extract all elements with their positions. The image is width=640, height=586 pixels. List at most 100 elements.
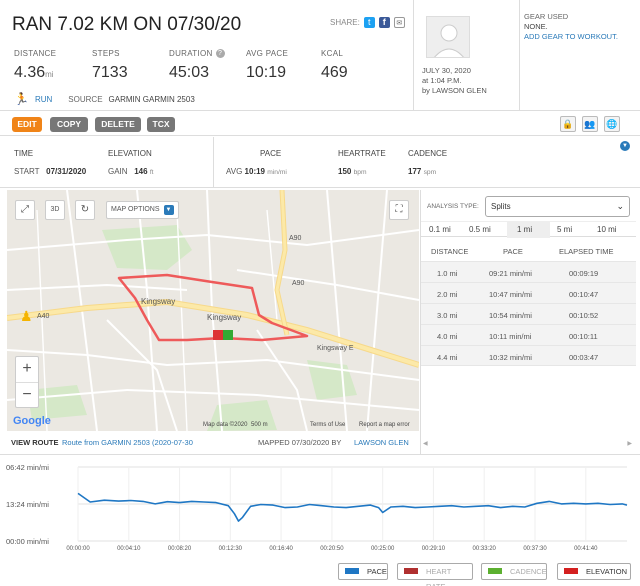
twitter-icon[interactable]: t <box>363 17 375 28</box>
pace-row: AVG 10:19 min/mi <box>226 167 287 176</box>
activity-type-link[interactable]: RUN <box>34 94 53 104</box>
tab-0-5-mi[interactable]: 0.5 mi <box>469 225 491 234</box>
cell-distance: 3.0 mi <box>437 311 458 320</box>
cell-distance: 1.0 mi <box>437 269 458 278</box>
avatar[interactable] <box>426 16 470 58</box>
stat-duration: DURATION? 45:03 <box>169 49 225 82</box>
legend-label: HEART RATE <box>426 567 452 586</box>
legend-heartrate-toggle[interactable]: HEART RATE <box>397 563 473 586</box>
legend-pace-toggle[interactable]: PACE <box>338 563 388 580</box>
stat-label: KCAL <box>321 49 344 58</box>
route-link[interactable]: Route from GARMIN 2503 (2020-07-30 <box>62 438 193 447</box>
3d-icon[interactable]: 3D <box>45 200 65 220</box>
help-icon[interactable]: ? <box>215 49 225 58</box>
time-heading: TIME <box>14 149 34 158</box>
mapped-text: MAPPED 07/30/2020 BY <box>258 438 342 447</box>
globe-icon[interactable]: 🌐 <box>604 116 620 132</box>
table-row[interactable]: 1.0 mi 09:21 min/mi 00:09:19 <box>421 261 636 282</box>
tab-10-mi[interactable]: 10 mi <box>597 225 617 234</box>
stat-value: 469 <box>321 64 348 81</box>
facebook-icon[interactable]: f <box>378 17 390 28</box>
view-route-bar: VIEW ROUTE Route from GARMIN 2503 (2020-… <box>0 433 419 451</box>
stat-distance: DISTANCE 4.36mi <box>14 49 56 82</box>
x-tick-label: 00:04:10 <box>117 546 141 552</box>
pegman-icon[interactable]: ♟ <box>20 308 33 324</box>
scroll-left-icon[interactable]: ◀ <box>423 441 428 447</box>
analysis-type-select[interactable]: Splits ⌄ <box>485 196 630 217</box>
start-row: START 07/31/2020 <box>14 167 87 176</box>
horizontal-scrollbar[interactable]: ◀ ▶ <box>421 440 636 448</box>
stat-value: 45:03 <box>169 64 210 81</box>
analysis-type-label: ANALYSIS TYPE: <box>427 203 479 210</box>
rotate-icon[interactable]: ↻ <box>75 200 95 220</box>
split-interval-tabs: 0.1 mi 0.5 mi 1 mi 5 mi 10 mi <box>421 221 636 238</box>
x-tick-label: 00:41:40 <box>574 546 598 552</box>
edit-button[interactable]: EDIT <box>12 117 42 132</box>
table-row[interactable]: 4.4 mi 10:32 min/mi 00:03:47 <box>421 345 636 366</box>
time-text: at 1:04 P.M. <box>422 76 462 85</box>
active-tab-bg <box>507 222 550 238</box>
lock-icon[interactable]: 🔒 <box>560 116 576 132</box>
email-icon[interactable]: ✉ <box>393 17 405 28</box>
legend-swatch <box>488 568 502 574</box>
scroll-right-icon[interactable]: ▶ <box>627 441 632 447</box>
tcx-button[interactable]: TCX <box>147 117 175 132</box>
legend-elevation-toggle[interactable]: ELEVATION <box>557 563 631 580</box>
cadence-heading: CADENCE <box>408 149 448 158</box>
expand-map-icon[interactable]: ⛶ <box>389 200 409 220</box>
legend-label: PACE <box>367 567 387 576</box>
map-canvas: A40 Kingsway Kingsway Kingsway E A90 A90 <box>7 190 419 431</box>
google-logo: Google <box>13 415 51 427</box>
pace-heading: PACE <box>260 149 282 158</box>
x-tick-label: 00:16:40 <box>269 546 293 552</box>
workout-summary: TIME START 07/31/2020 ELEVATION GAIN 146… <box>0 137 640 188</box>
zoom-out-button[interactable]: − <box>22 386 32 403</box>
table-row[interactable]: 3.0 mi 10:54 min/mi 00:10:52 <box>421 303 636 324</box>
cell-elapsed: 00:10:47 <box>569 290 599 299</box>
add-gear-link[interactable]: ADD GEAR TO WORKOUT. <box>524 32 618 41</box>
legend-label: ELEVATION <box>586 567 627 576</box>
gear-value: NONE. <box>524 22 548 31</box>
legend-swatch <box>564 568 578 574</box>
delete-button[interactable]: DELETE <box>95 117 141 132</box>
map-road-label: Kingsway E <box>317 345 354 352</box>
cell-distance: 4.4 mi <box>437 353 458 362</box>
cell-elapsed: 00:10:11 <box>569 332 598 341</box>
runner-icon: 🏃 <box>14 92 29 106</box>
legend-swatch <box>404 568 418 574</box>
heartrate-row: 150 bpm <box>338 167 367 176</box>
table-row[interactable]: 2.0 mi 10:47 min/mi 00:10:47 <box>421 282 636 303</box>
y-tick-label: 13:24 min/mi <box>6 500 49 509</box>
mapper-link[interactable]: LAWSON GLEN <box>354 438 409 447</box>
expand-icon[interactable]: ▼ <box>620 141 630 151</box>
fullscreen-icon[interactable]: ⤢ <box>15 200 35 220</box>
activity-header: RAN 7.02 KM ON 07/30/20 SHARE: t f ✉ DIS… <box>0 0 640 111</box>
zoom-control: + − <box>15 356 39 408</box>
map-options-dropdown[interactable]: MAP OPTIONS ▼ <box>106 201 179 219</box>
x-tick-label: 00:37:30 <box>523 546 547 552</box>
cadence-row: 177 spm <box>408 167 437 176</box>
legend-cadence-toggle[interactable]: CADENCE <box>481 563 547 580</box>
stat-avg-pace: AVG PACE 10:19 <box>246 49 288 82</box>
zoom-in-button[interactable]: + <box>16 357 38 383</box>
table-row[interactable]: 4.0 mi 10:11 min/mi 00:10:11 <box>421 324 636 345</box>
tab-5-mi[interactable]: 5 mi <box>557 225 573 234</box>
stat-label: DISTANCE <box>14 49 57 58</box>
map-road-label: Kingsway <box>207 313 241 322</box>
friends-icon[interactable]: 👥 <box>582 116 598 132</box>
view-route-label: VIEW ROUTE <box>11 438 59 447</box>
pace-series-line <box>77 492 628 522</box>
source-label: SOURCE <box>68 94 103 104</box>
tab-1-mi[interactable]: 1 mi <box>517 225 533 234</box>
y-tick-label: 06:42 min/mi <box>6 463 49 472</box>
terms-link[interactable]: Terms of Use <box>310 422 346 428</box>
report-error-link[interactable]: Report a map error <box>359 422 410 428</box>
cell-pace: 10:54 min/mi <box>489 311 532 320</box>
tab-0-1-mi[interactable]: 0.1 mi <box>429 225 451 234</box>
col-pace: PACE <box>503 247 523 256</box>
gain-row: GAIN 146 ft <box>108 167 154 176</box>
elevation-heading: ELEVATION <box>108 149 152 158</box>
copy-button[interactable]: COPY <box>50 117 88 132</box>
date-text: JULY 30, 2020 <box>422 66 471 75</box>
route-map[interactable]: A40 Kingsway Kingsway Kingsway E A90 A90… <box>7 190 419 431</box>
